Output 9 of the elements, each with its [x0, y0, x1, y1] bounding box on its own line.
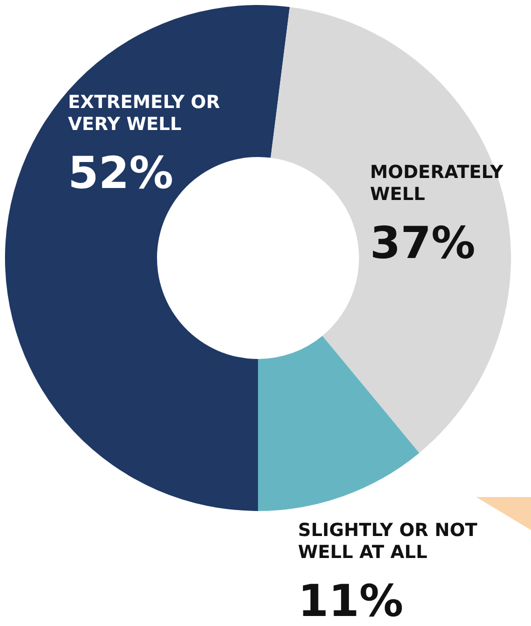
slice-label: SLIGHTLY OR NOT WELL AT ALL — [298, 520, 478, 563]
slice-label: MODERATELY WELL — [370, 162, 504, 205]
data-label: 52% — [68, 148, 174, 199]
data-label: 11% — [298, 576, 404, 626]
donut-slice — [258, 336, 420, 511]
donut-slice — [6, 5, 290, 511]
data-label: 37% — [370, 218, 476, 269]
slice-label: EXTREMELY OR VERY WELL — [68, 92, 220, 135]
donut-slice — [270, 6, 511, 453]
